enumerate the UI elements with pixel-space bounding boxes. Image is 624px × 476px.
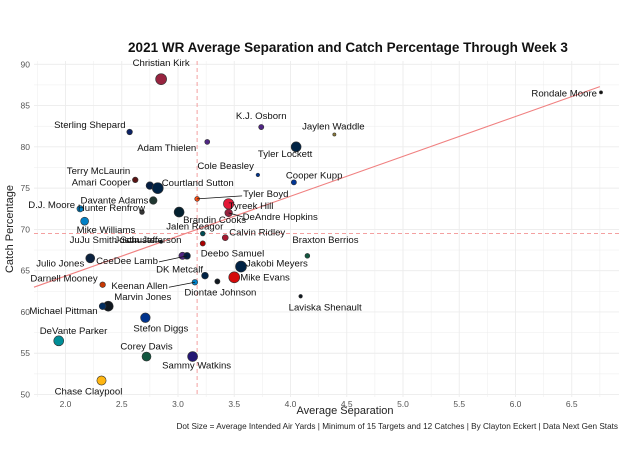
label-sammy-watkins: Sammy Watkins: [162, 361, 231, 372]
label-darnell-mooney: Darnell Mooney: [30, 274, 97, 285]
label-cole-beasley: Cole Beasley: [197, 161, 254, 172]
label-keenan-allen: Keenan Allen: [111, 281, 168, 292]
label-christian-kirk: Christian Kirk: [133, 58, 190, 69]
label-jaylen-waddle: Jaylen Waddle: [302, 121, 365, 132]
y-tick-label: 70: [21, 224, 31, 234]
label-k-j-osborn: K.J. Osborn: [236, 111, 287, 122]
x-tick-label: 3.5: [228, 399, 240, 409]
y-tick-label: 85: [21, 101, 31, 111]
label-tyreek-hill: Tyreek Hill: [229, 201, 274, 212]
point-mike-williams: [81, 217, 89, 225]
x-axis-label: Average Separation: [296, 405, 393, 417]
chart-title: 2021 WR Average Separation and Catch Per…: [128, 40, 568, 55]
point-terry-mclaurin: [132, 177, 138, 183]
point-sterling-shepard: [127, 129, 133, 135]
chart-container: 2021 WR Average Separation and Catch Per…: [0, 0, 624, 476]
y-tick-label: 75: [21, 183, 31, 193]
label-courtland-sutton: Courtland Sutton: [162, 178, 234, 189]
point-diontae-johnson: [215, 279, 220, 284]
label-ceedee-lamb: CeeDee Lamb: [96, 256, 158, 267]
y-tick-label: 80: [21, 142, 31, 152]
point-braxton-berrios: [305, 253, 310, 258]
label-sterling-shepard: Sterling Shepard: [54, 120, 125, 131]
point-labels: Christian Kirk Rondale Moore Sterling Shep…: [28, 58, 597, 397]
label-tyler-lockett: Tyler Lockett: [258, 149, 313, 160]
leader-tyler-boyd: [197, 196, 242, 199]
chart-caption: Dot Size = Average Intended Air Yards | …: [176, 422, 618, 431]
point-corey-davis: [142, 352, 151, 361]
label-tyler-boyd: Tyler Boyd: [243, 189, 288, 200]
x-tick-label: 5.5: [453, 399, 465, 409]
label-adam-thielen: Adam Thielen: [137, 143, 196, 154]
point-jaylen-waddle: [333, 133, 336, 136]
label-mike-evans: Mike Evans: [240, 272, 290, 283]
x-tick-label: 5.0: [397, 399, 409, 409]
point-davante-adams: [149, 197, 157, 205]
label-corey-davis: Corey Davis: [120, 342, 172, 353]
label-amari-cooper: Amari Cooper: [72, 178, 132, 189]
point-stefon-diggs: [141, 313, 151, 323]
point-laviska-shenault: [299, 294, 303, 298]
label-stefon-diggs: Stefon Diggs: [133, 324, 188, 335]
point-chase-claypool: [97, 376, 106, 385]
x-tick-label: 6.5: [566, 399, 578, 409]
x-tick-label: 2.5: [116, 399, 128, 409]
scatter-chart: 2021 WR Average Separation and Catch Per…: [0, 0, 624, 476]
y-tick-label: 90: [21, 59, 31, 69]
y-axis-label: Catch Percentage: [4, 185, 16, 273]
point-deebo-samuel: [200, 241, 205, 246]
point-rondale-moore: [599, 91, 602, 94]
x-tick-label: 6.0: [510, 399, 522, 409]
label-braxton-berrios: Braxton Berrios: [292, 235, 358, 246]
point-michael-pittman: [99, 303, 106, 310]
point-darnell-mooney: [100, 282, 106, 288]
label-justin-jefferson: Justin Jefferson: [114, 235, 181, 246]
label-laviska-shenault: Laviska Shenault: [289, 302, 362, 313]
y-tick-label: 65: [21, 266, 31, 276]
label-michael-pittman: Michael Pittman: [29, 306, 97, 317]
label-rondale-moore: Rondale Moore: [531, 88, 597, 99]
y-tick-label: 60: [21, 307, 31, 317]
label-jalen-reagor: Jalen Reagor: [166, 222, 224, 233]
label-dk-metcalf: DK Metcalf: [156, 265, 203, 276]
label-cooper-kupp: Cooper Kupp: [286, 170, 343, 181]
point-devante-parker: [54, 336, 64, 346]
label-deandre-hopkins: DeAndre Hopkins: [243, 212, 318, 223]
label-chase-claypool: Chase Claypool: [55, 386, 123, 397]
point-cole-beasley: [256, 173, 260, 177]
label-julio-jones: Julio Jones: [36, 258, 84, 269]
x-tick-label: 2.0: [60, 399, 72, 409]
point-adam-thielen: [205, 139, 210, 144]
label-hunter-renfrow: Hunter Renfrow: [78, 203, 145, 214]
point-julio-jones: [86, 254, 95, 263]
x-tick-label: 3.0: [172, 399, 184, 409]
point-mike-evans: [229, 272, 240, 283]
point-jakobi-meyers: [236, 261, 247, 272]
label-calvin-ridley: Calvin Ridley: [229, 228, 285, 239]
point-christian-kirk: [156, 74, 167, 85]
label-marvin-jones: Marvin Jones: [114, 292, 171, 303]
label-terry-mclaurin: Terry McLaurin: [67, 166, 130, 177]
label-devante-parker: DeVante Parker: [40, 326, 108, 337]
y-tick-label: 50: [21, 390, 31, 400]
x-tick-label: 4.0: [285, 399, 297, 409]
label-jakobi-meyers: Jakobi Meyers: [246, 259, 308, 270]
label-diontae-johnson: Diontae Johnson: [184, 287, 256, 298]
point-k-j-osborn: [259, 124, 264, 129]
label-d-j-moore: D.J. Moore: [28, 200, 75, 211]
y-tick-label: 55: [21, 348, 31, 358]
point-calvin-ridley: [222, 235, 228, 241]
